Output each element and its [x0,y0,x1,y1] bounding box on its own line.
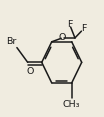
Text: O: O [27,67,34,76]
Text: F: F [67,20,72,29]
Text: O: O [59,33,66,42]
Text: CH₃: CH₃ [63,100,80,109]
Text: F: F [81,24,86,33]
Text: Br: Br [6,37,16,46]
